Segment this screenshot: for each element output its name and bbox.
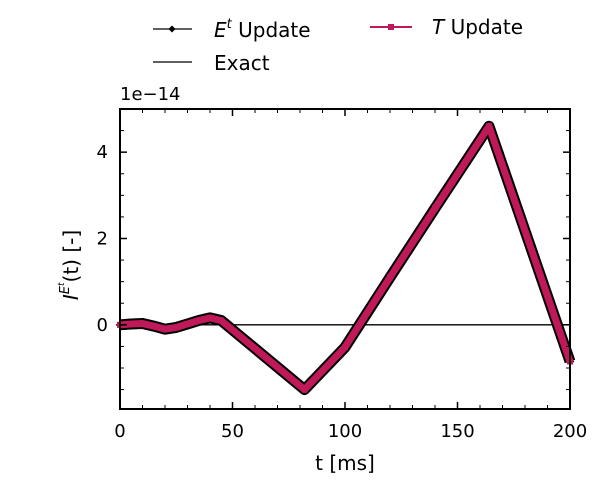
x-tick-label: 50 <box>221 421 244 442</box>
y-axis-label: IEt(t) [-] <box>57 230 83 300</box>
x-axis-label: t [ms] <box>315 451 375 475</box>
series-t-update-point <box>218 317 225 324</box>
series-t-update-point <box>162 326 168 333</box>
x-tick-label: 200 <box>553 421 587 442</box>
legend-marker-e-update <box>168 25 176 33</box>
x-tick-label: 150 <box>440 421 474 442</box>
y-tick-label: 0 <box>97 315 108 336</box>
legend-label-t-update: T Update <box>432 15 523 39</box>
series-t-update-point <box>432 205 438 212</box>
series-t-update-point <box>139 320 146 327</box>
series-t-update-point <box>150 323 157 330</box>
axes-frame <box>119 108 571 410</box>
y-tick-label: 2 <box>97 228 108 249</box>
legend: Et Update Exact T Update <box>153 15 523 75</box>
legend-label-e-update: Et Update <box>214 17 311 42</box>
y-offset-label: 1e−14 <box>120 84 181 105</box>
legend-label-exact: Exact <box>214 51 270 75</box>
series-t-update-point <box>195 317 202 324</box>
legend-entry-exact: Exact <box>153 51 270 75</box>
legend-marker-t-update <box>388 24 394 30</box>
series-t-update-line <box>119 122 574 394</box>
axis-ticks: 0 50 100 150 200 0 2 4 <box>97 108 587 442</box>
series-t-update-point <box>173 324 180 331</box>
legend-entry-t-update: T Update <box>370 15 523 39</box>
series-t-update-point <box>342 344 348 351</box>
series-t-update-point <box>207 314 213 321</box>
legend-entry-e-update: Et Update <box>153 17 311 42</box>
y-tick-label: 4 <box>97 142 108 163</box>
plot-area <box>115 120 576 396</box>
x-tick-label: 0 <box>114 421 125 442</box>
series-t-update-point <box>184 320 191 327</box>
x-tick-label: 100 <box>328 421 362 442</box>
series-t-update-point <box>486 123 492 130</box>
series-t-update-point <box>301 386 308 393</box>
series-t-update-point <box>128 320 135 327</box>
series-t-update-point <box>387 274 393 281</box>
